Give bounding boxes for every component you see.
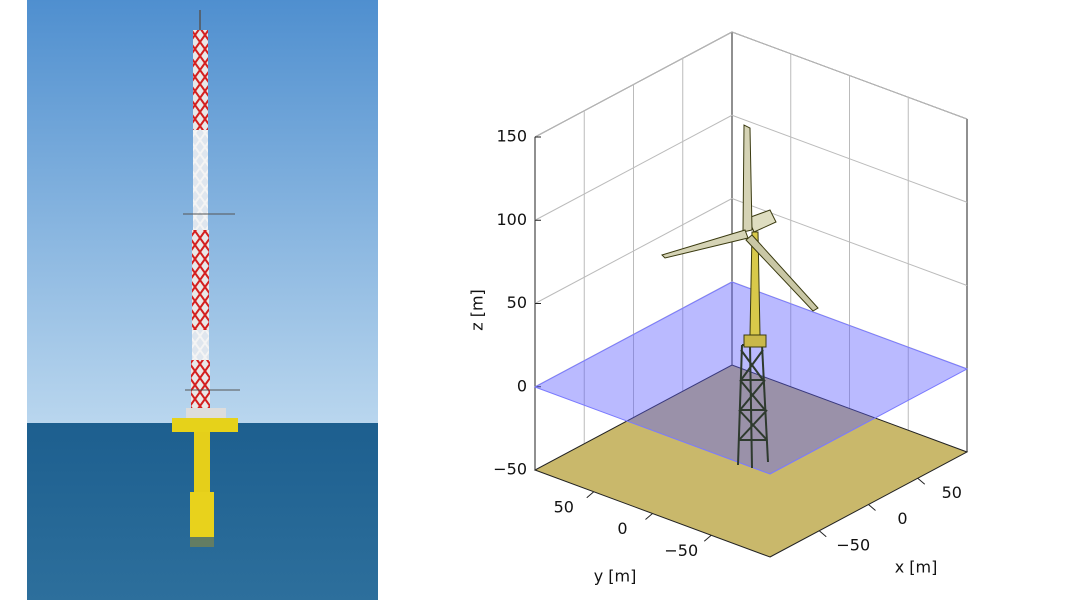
tick-mark xyxy=(818,530,827,538)
z-tick-label: 50 xyxy=(507,293,527,312)
z-tick-label: −50 xyxy=(493,460,527,479)
z-tick-label: 100 xyxy=(496,210,527,229)
axis-labels: y [m] x [m] z [m] xyxy=(468,289,938,585)
tick-mark xyxy=(868,504,876,511)
y-tick-label: 0 xyxy=(617,519,627,538)
photo xyxy=(27,0,378,600)
x-tick-label: 50 xyxy=(942,483,962,502)
z-axis-label: z [m] xyxy=(468,289,487,331)
y-tick-label: 50 xyxy=(554,497,574,516)
z-tick-label: 0 xyxy=(517,376,527,395)
wind-turbine xyxy=(661,124,819,469)
z-tick-label: 150 xyxy=(496,127,527,146)
x-axis-label: x [m] xyxy=(895,558,938,577)
x-tick-label: −50 xyxy=(836,535,870,554)
tick-mark xyxy=(645,513,653,520)
tick-mark xyxy=(703,534,712,542)
y-tick-label: −50 xyxy=(664,541,698,560)
tick-mark xyxy=(586,491,595,499)
x-tick-label: 0 xyxy=(897,509,907,528)
y-axis-label: y [m] xyxy=(594,567,637,586)
tick-mark xyxy=(917,477,926,485)
